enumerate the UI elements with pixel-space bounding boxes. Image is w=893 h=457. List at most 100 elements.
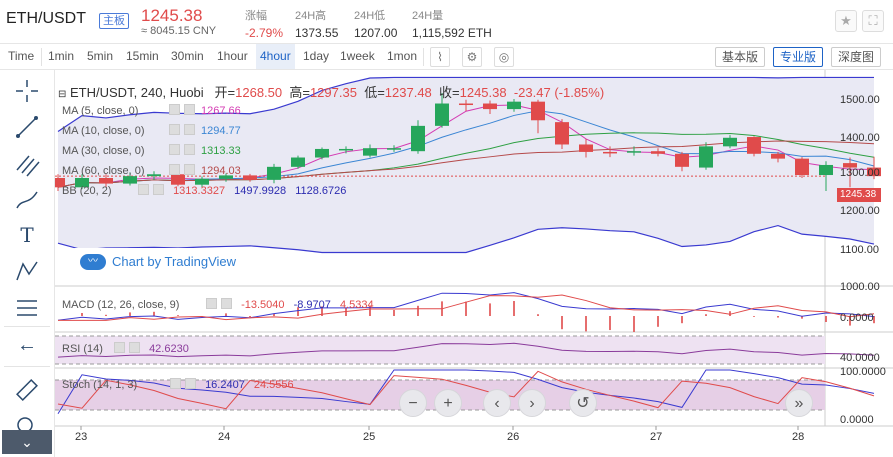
close-icon[interactable] [184, 144, 195, 155]
candle-body [483, 103, 497, 110]
settings-icon[interactable]: ⚙ [462, 47, 482, 67]
star-icon[interactable]: ★ [835, 10, 857, 32]
stoch-k-line [57, 369, 875, 415]
candle-body [675, 153, 689, 167]
pattern-icon[interactable] [12, 256, 42, 286]
tf-1hour[interactable]: 1hour [217, 49, 248, 63]
settings-icon[interactable] [206, 298, 217, 309]
macd-value-2: -8.9707 [293, 299, 331, 311]
tradingview-logo-icon: 〰 [80, 254, 106, 270]
ma60-legend[interactable]: MA (60, close, 0) 1294.03 [62, 164, 241, 177]
fullscreen-icon[interactable]: ⛶ [862, 10, 884, 32]
pair-name[interactable]: ETH/USDT [6, 10, 86, 27]
close-icon[interactable] [221, 298, 232, 309]
price-tick: 1200.00 [840, 205, 880, 217]
tf-1day[interactable]: 1day [303, 49, 330, 63]
text-tool-icon[interactable]: T [20, 223, 34, 247]
reset-chart-button[interactable]: ↺ [569, 389, 597, 417]
price-chart[interactable] [51, 70, 893, 457]
tf-1min[interactable]: 1min [48, 49, 75, 63]
open-value: 1268.50 [235, 85, 283, 100]
close-icon[interactable] [184, 104, 195, 115]
ma5-line [57, 104, 875, 188]
tradingview-link[interactable]: 〰 Chart by TradingView [72, 248, 252, 276]
settings-icon[interactable] [169, 164, 180, 175]
candle-body [531, 101, 545, 121]
zoom-in-button[interactable]: + [434, 389, 462, 417]
trend-line-icon[interactable] [12, 112, 42, 142]
settings-icon[interactable] [169, 144, 180, 155]
tf-4hour[interactable]: 4hour [256, 44, 295, 69]
x-label: 24 [218, 431, 231, 443]
close-icon[interactable] [129, 342, 140, 353]
divider [41, 48, 42, 66]
ma30-legend[interactable]: MA (30, close, 0) 1313.33 [62, 144, 241, 157]
zoom-out-button[interactable]: − [399, 389, 427, 417]
rsi-legend[interactable]: RSI (14) 42.6230 [62, 342, 189, 355]
close-label: 收= [439, 85, 460, 100]
settings-icon[interactable] [170, 378, 181, 389]
macd-legend[interactable]: MACD (12, 26, close, 9) -13.5040 -8.9707… [62, 298, 374, 311]
ohlc-legend: ⊟ ETH/USDT, 240, Huobi 开=1268.50 高=1297.… [58, 82, 604, 101]
price-tick: 1500.00 [840, 94, 880, 106]
bb-value-1: 1313.3327 [173, 185, 226, 197]
board-badge: 主板 [99, 13, 129, 29]
stoch-tick-top: 100.0000 [840, 366, 886, 378]
ma60-value: 1294.03 [201, 165, 241, 177]
tf-time[interactable]: Time [8, 49, 35, 63]
ma5-legend[interactable]: MA (5, close, 0) 1267.66 [62, 104, 241, 117]
candle-body [195, 178, 209, 185]
settings-icon[interactable] [138, 184, 149, 195]
screenshot-icon[interactable]: ◎ [494, 47, 514, 67]
high-stat: 24H高 1373.55 [295, 7, 338, 40]
candle-body [843, 163, 857, 168]
candle-body [795, 158, 809, 176]
macd-signal-line [58, 294, 875, 321]
close-icon[interactable] [184, 164, 195, 175]
x-label: 23 [75, 431, 88, 443]
current-price-tag: 1245.38 [837, 188, 881, 202]
price-tick: 1100.00 [840, 244, 879, 256]
brush-icon[interactable] [12, 184, 42, 214]
x-label: 26 [507, 431, 520, 443]
indicators-icon[interactable]: ⌇ [430, 47, 450, 67]
bb-legend[interactable]: BB (20, 2) 1313.3327 1497.9928 1128.6726 [62, 184, 346, 197]
close-icon[interactable] [184, 124, 195, 135]
crosshair-icon[interactable] [12, 76, 42, 106]
rsi-line [57, 342, 875, 358]
price-tick: 1300.00 [840, 167, 880, 179]
tf-1week[interactable]: 1week [340, 49, 375, 63]
prediction-icon[interactable] [12, 292, 42, 322]
chart-area[interactable]: ⊟ ETH/USDT, 240, Huobi 开=1268.50 高=1297.… [51, 70, 893, 457]
volume-stat: 24H量 1,115,592 ETH [412, 7, 492, 40]
collapse-legend-icon[interactable]: ⊟ [58, 89, 67, 100]
low-label: 24H低 [354, 10, 386, 22]
tf-1mon[interactable]: 1mon [387, 49, 418, 63]
pro-version-button[interactable]: 专业版 [773, 47, 824, 67]
tf-15min[interactable]: 15min [126, 49, 159, 63]
close-icon[interactable] [185, 378, 196, 389]
collapse-toolbar-icon[interactable]: ⌄ [2, 430, 52, 454]
macd-label: MACD (12, 26, close, 9) [62, 299, 180, 311]
scroll-right-button[interactable]: › [518, 389, 546, 417]
settings-icon[interactable] [169, 124, 180, 135]
candle-body [651, 151, 665, 154]
scroll-left-button[interactable]: ‹ [483, 389, 511, 417]
ma10-legend[interactable]: MA (10, close, 0) 1294.77 [62, 124, 241, 137]
candle-body [603, 151, 617, 154]
settings-icon[interactable] [114, 342, 125, 353]
stoch-legend[interactable]: Stoch (14, 1, 3) 16.2407 24.5556 [62, 378, 294, 391]
x-label: 27 [650, 431, 663, 443]
settings-icon[interactable] [169, 104, 180, 115]
depth-chart-button[interactable]: 深度图 [831, 47, 882, 67]
bollinger-lower [57, 224, 875, 254]
back-arrow-icon[interactable]: ← [17, 334, 37, 356]
tf-5min[interactable]: 5min [87, 49, 114, 63]
fib-lines-icon[interactable] [12, 148, 42, 178]
ruler-icon[interactable] [12, 375, 42, 405]
high-value: 1297.35 [309, 85, 357, 100]
tf-30min[interactable]: 30min [171, 49, 204, 63]
basic-version-button[interactable]: 基本版 [715, 47, 766, 67]
close-icon[interactable] [153, 184, 164, 195]
scroll-to-latest-button[interactable]: » [785, 389, 813, 417]
